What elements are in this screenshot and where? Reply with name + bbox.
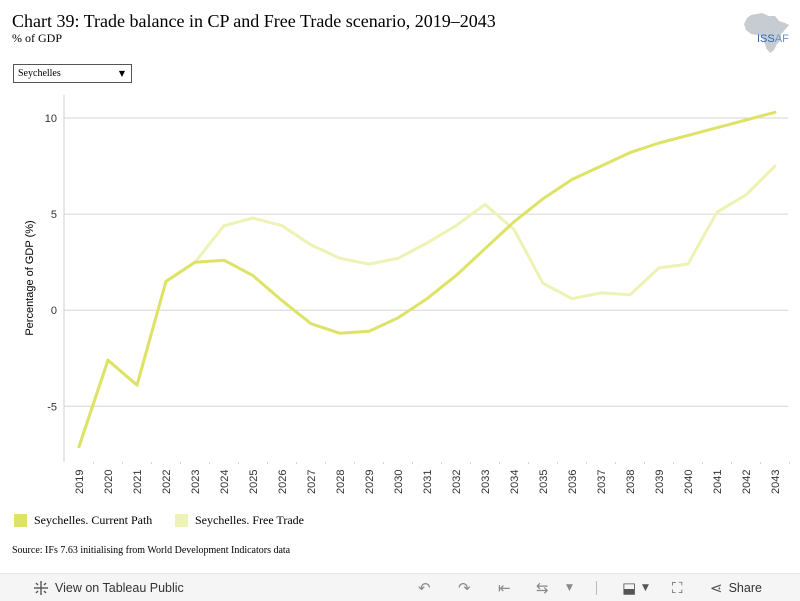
chart-subtitle: % of GDP	[12, 31, 62, 45]
x-tick-label: 2037	[596, 470, 608, 494]
x-tick-label: 2029	[364, 470, 376, 494]
x-tick-label: 2028	[335, 470, 347, 494]
refresh-icon[interactable]: ⇆	[536, 578, 549, 597]
legend-swatch-free-trade	[175, 513, 188, 527]
x-tick-label: 2041	[712, 470, 724, 494]
toolbar-divider	[596, 581, 597, 595]
x-tick-label: 2042	[741, 470, 753, 494]
legend-item-free-trade[interactable]: Seychelles. Free Trade	[175, 513, 304, 527]
x-tick-label: 2038	[625, 470, 637, 494]
x-tick-label: 2035	[538, 470, 550, 494]
download-icon[interactable]: ⬓	[622, 578, 637, 597]
logo-text: ISSAF	[757, 33, 789, 45]
x-tick-label: 2040	[683, 470, 695, 494]
x-tick-label: 2023	[190, 470, 202, 494]
view-on-tableau-button[interactable]: View on Tableau Public	[33, 574, 184, 601]
redo-icon[interactable]: ↷	[458, 578, 471, 597]
x-tick-label: 2043	[770, 470, 782, 494]
x-tick-label: 2032	[451, 470, 463, 494]
y-tick-label: 10	[45, 113, 57, 125]
x-tick-label: 2019	[74, 470, 86, 494]
share-icon: ⋖	[710, 578, 723, 597]
tableau-logo-icon	[34, 580, 48, 595]
y-axis-title: Percentage of GDP (%)	[24, 220, 36, 335]
x-tick-label: 2033	[480, 470, 492, 494]
x-tick-label: 2020	[103, 470, 115, 494]
y-tick-label: -5	[47, 401, 57, 413]
x-tick-label: 2024	[219, 470, 231, 494]
trade-balance-chart: -5 0 5 10 Percentage of GDP (%) 2019 2020 2021 2…	[24, 95, 790, 494]
revert-icon[interactable]: ⇤	[498, 578, 511, 597]
x-tick-label: 2022	[161, 470, 173, 494]
series-line-current-path	[77, 110, 777, 449]
x-tick-label: 2025	[248, 470, 260, 494]
dropdown-arrow-icon: ▼	[118, 69, 125, 78]
x-tick-label: 2039	[654, 470, 666, 494]
x-tick-label: 2031	[422, 470, 434, 494]
x-tick-label: 2034	[509, 470, 521, 494]
country-filter-dropdown[interactable]: Seychelles ▼	[13, 64, 132, 83]
fullscreen-icon[interactable]: ⛶	[672, 578, 683, 597]
legend-swatch-current-path	[14, 513, 27, 527]
undo-icon[interactable]: ↶	[418, 578, 431, 597]
africa-map-icon	[744, 13, 789, 53]
x-tick-label: 2036	[567, 470, 579, 494]
legend-label-current-path: Seychelles. Current Path	[34, 513, 153, 527]
download-dropdown-icon[interactable]: ▼	[642, 582, 649, 593]
x-tick-label: 2030	[393, 470, 405, 494]
x-tick-label: 2021	[132, 470, 144, 494]
dropdown-value: Seychelles	[18, 68, 61, 79]
share-button[interactable]: ⋖ Share	[710, 574, 762, 601]
legend-item-current-path[interactable]: Seychelles. Current Path	[14, 513, 152, 527]
legend-label-free-trade: Seychelles. Free Trade	[195, 513, 304, 527]
y-tick-label: 5	[51, 209, 57, 221]
x-tick-label: 2027	[306, 470, 318, 494]
view-on-tableau-label: View on Tableau Public	[55, 580, 184, 595]
y-tick-label: 0	[51, 305, 57, 317]
source-note: Source: IFs 7.63 initialising from World…	[12, 545, 291, 556]
series-line-free-trade	[77, 164, 777, 449]
tableau-toolbar: View on Tableau Public ↶ ↷ ⇤ ⇆ ▼ ⬓ ▼ ⛶ ⋖…	[0, 573, 800, 601]
chart-title: Chart 39: Trade balance in CP and Free T…	[12, 11, 496, 31]
share-label: Share	[728, 580, 762, 595]
x-tick-label: 2026	[277, 470, 289, 494]
refresh-dropdown-icon[interactable]: ▼	[566, 582, 573, 593]
